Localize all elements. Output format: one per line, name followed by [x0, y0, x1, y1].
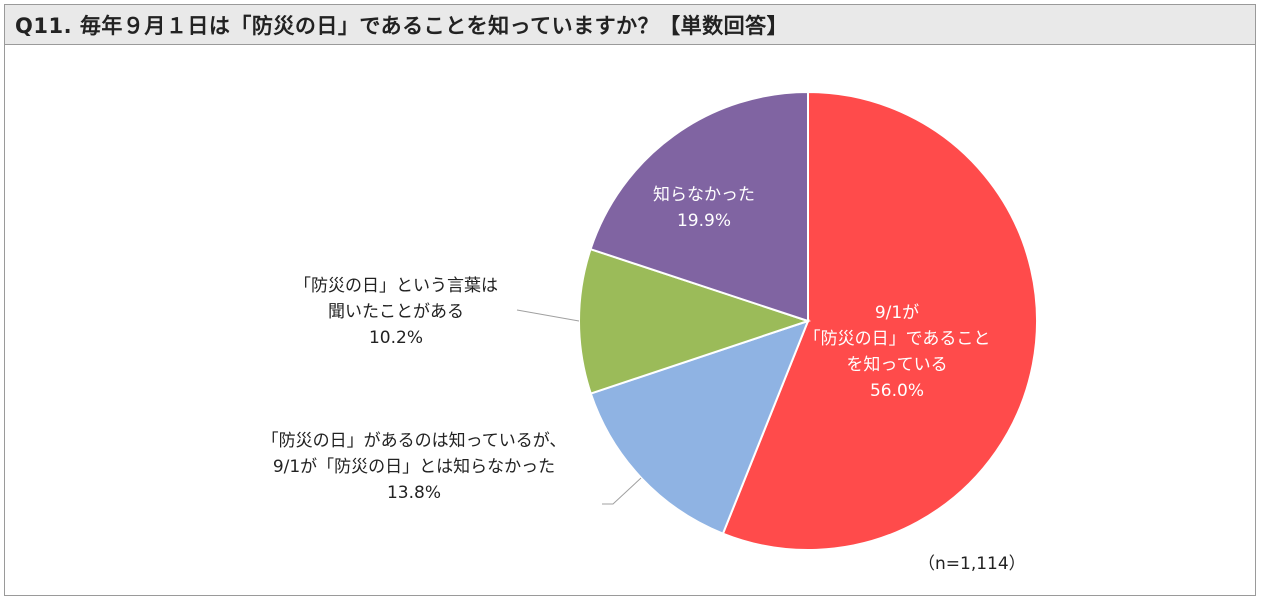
slice-label-line: 9/1が「防災の日」とは知らなかった	[273, 457, 555, 477]
pie-slice-1	[721, 90, 1038, 551]
pie-slice-2	[589, 319, 810, 535]
slice-label-2: 「防災の日」があるのは知っているが、 9/1が「防災の日」とは知らなかった 13.8…	[262, 431, 567, 503]
chart-frame: Q11. 毎年９月１日は「防災の日」であることを知っていますか？【単数回答】	[4, 4, 1256, 596]
slice-label-4: 知らなかった 19.9%	[653, 185, 755, 231]
slice-value-label: 19.9%	[677, 211, 731, 231]
slice-value-label: 56.0%	[870, 381, 924, 401]
slice-value-label: 10.2%	[369, 328, 423, 348]
leader-line-2	[602, 477, 642, 505]
slice-label-3: 「防災の日」という言葉は聞いたことがある 10.2%	[294, 276, 498, 348]
slice-label-line: 知らなかった	[653, 185, 755, 205]
sample-size-note: （n=1,114）	[918, 554, 1026, 574]
slice-label-line: 9/1が	[875, 303, 919, 323]
pie-slice-3	[578, 247, 812, 395]
slice-label-line: 聞いたことがある	[328, 302, 464, 322]
slice-label-line: 「防災の日」であること	[804, 329, 991, 349]
question-title: Q11. 毎年９月１日は「防災の日」であることを知っていますか？【単数回答】	[5, 5, 1255, 45]
pie-slice-4	[589, 90, 809, 323]
slice-label-line: を知っている	[846, 355, 947, 375]
slice-value-label: 13.8%	[387, 483, 441, 503]
slice-label-1: 9/1が「防災の日」であることを知っている 56.0%	[804, 303, 991, 401]
leader-line-3	[516, 309, 580, 322]
slice-label-line: 「防災の日」があるのは知っているが、	[262, 431, 567, 451]
slice-label-line: 「防災の日」という言葉は	[294, 276, 498, 296]
